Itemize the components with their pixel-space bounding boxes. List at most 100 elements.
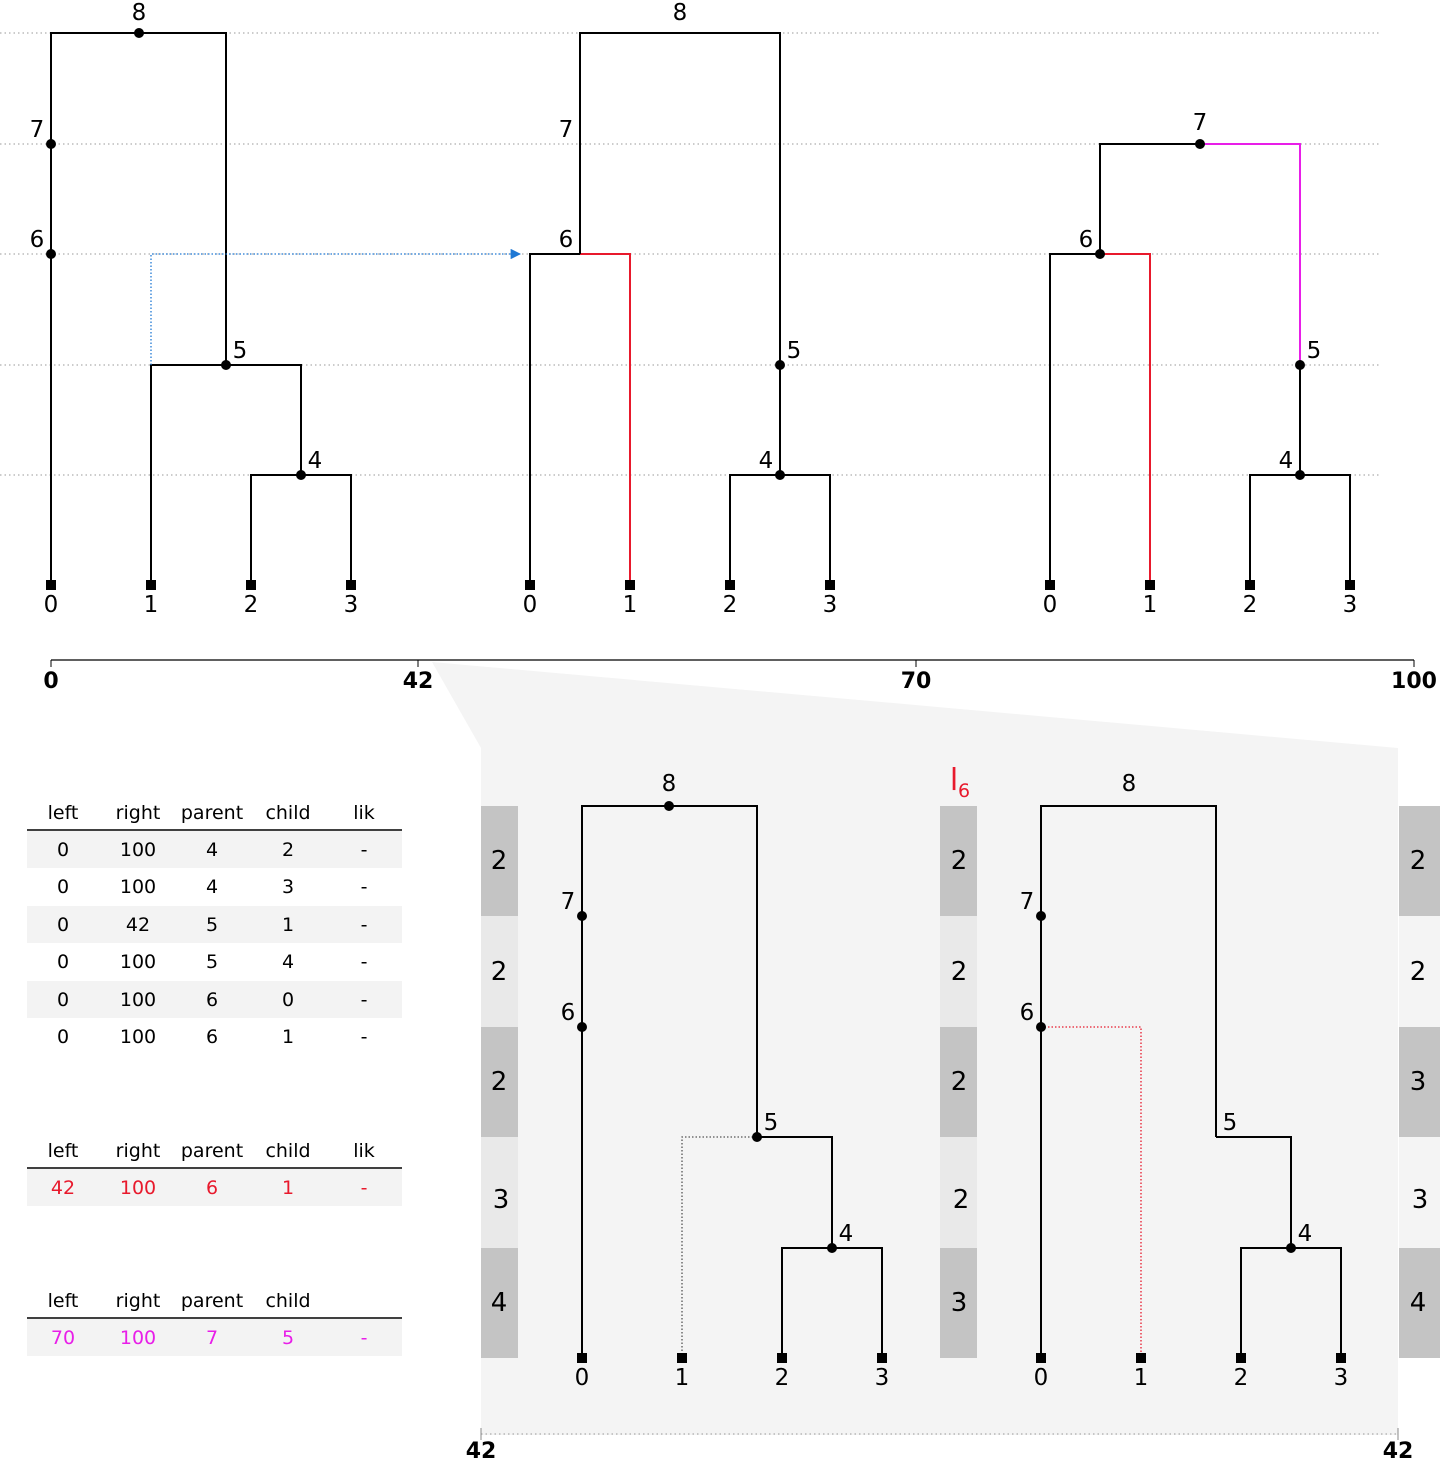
node-5-dot xyxy=(752,1132,762,1142)
lik-col3-band-1 xyxy=(1399,806,1440,916)
lik-column-2 xyxy=(940,806,977,1358)
lik-col1-value-1: 2 xyxy=(491,846,508,876)
node-7-dot xyxy=(577,911,587,921)
table2-cell: 1 xyxy=(282,1177,294,1199)
label-node-4: 4 xyxy=(839,1221,854,1247)
edge-table-1: left right parent child lik 0 100 4 2 - … xyxy=(27,802,402,1048)
label-leaf-3: 3 xyxy=(1343,592,1358,618)
zoom-projection xyxy=(432,662,1398,1435)
node-6-dot xyxy=(46,249,56,259)
table2-cell: 42 xyxy=(51,1177,75,1199)
tree-zoom-left-nodes xyxy=(577,801,887,1363)
table1-cell: - xyxy=(361,1026,368,1048)
table1-cell: 0 xyxy=(57,876,69,898)
table2-cell: - xyxy=(361,1177,368,1199)
table2-header-parent: parent xyxy=(181,1140,243,1162)
label-node-6: 6 xyxy=(561,1000,576,1026)
lik-col3-band-5 xyxy=(1399,1248,1440,1358)
label-leaf-3: 3 xyxy=(823,592,838,618)
label-node-5: 5 xyxy=(764,1110,779,1136)
leaf-3-square xyxy=(346,580,356,590)
table3-header-parent: parent xyxy=(181,1290,243,1312)
lik-column-1 xyxy=(481,806,518,1358)
leaf-3-square xyxy=(825,580,835,590)
label-leaf-0: 0 xyxy=(1034,1365,1049,1391)
table1-cell: 0 xyxy=(57,1026,69,1048)
lik-col1-value-5: 4 xyxy=(491,1288,508,1318)
table1-cell: 100 xyxy=(120,839,156,861)
table1-stripe-row-3 xyxy=(27,906,402,943)
label-node-6: 6 xyxy=(559,227,574,253)
tree-top-left-branch-8 xyxy=(50,32,227,586)
leaf-1-square xyxy=(677,1353,687,1363)
lik-col3-band-3 xyxy=(1399,1027,1440,1137)
leaf-0-square xyxy=(525,580,535,590)
lik-col2-band-5 xyxy=(940,1248,977,1358)
table1-cell: 100 xyxy=(120,989,156,1011)
leaf-1-square xyxy=(625,580,635,590)
table2-row-1: 42 100 6 1 - xyxy=(51,1177,368,1199)
zoom-axis-label-left: 42 xyxy=(466,1439,497,1461)
node-7-dot xyxy=(1036,911,1046,921)
label-leaf-1: 1 xyxy=(675,1365,690,1391)
lik-col3-value-5: 4 xyxy=(1410,1288,1427,1318)
tree-top-left-nodes xyxy=(46,28,356,590)
table1-cell: 2 xyxy=(282,839,294,861)
label-node-6: 6 xyxy=(30,227,45,253)
tree-top-right-branch-red xyxy=(1100,253,1151,586)
tree-top-right-branch-7 xyxy=(1099,143,1200,254)
tree-top-mid-branch-6 xyxy=(529,253,580,586)
label-leaf-0: 0 xyxy=(1043,592,1058,618)
table3-cell: 70 xyxy=(51,1327,75,1349)
label-leaf-1: 1 xyxy=(1134,1365,1149,1391)
zoom-axis-label-right: 42 xyxy=(1383,1439,1414,1461)
label-node-5: 5 xyxy=(233,338,248,364)
label-node-7: 7 xyxy=(1020,889,1035,915)
lik-col2-value-1: 2 xyxy=(951,846,968,876)
table1-cell: 100 xyxy=(120,1026,156,1048)
leaf-1-square xyxy=(1136,1353,1146,1363)
table1-header-right: right xyxy=(116,802,161,824)
lik-col2-value-3: 2 xyxy=(951,1067,968,1097)
likelihood-label-sub: 6 xyxy=(958,780,970,802)
table3-cell: 7 xyxy=(206,1327,218,1349)
label-leaf-3: 3 xyxy=(344,592,359,618)
leaf-0-square xyxy=(1036,1353,1046,1363)
edge-table-3: left right parent child 70 100 7 5 - xyxy=(27,1290,402,1356)
lik-col1-value-2: 2 xyxy=(491,957,508,987)
table1-stripe-row-5 xyxy=(27,981,402,1018)
lik-col1-value-4: 3 xyxy=(493,1185,510,1215)
time-guides xyxy=(0,32,1380,476)
genome-tick-label-0: 0 xyxy=(43,669,58,694)
node-7-dot xyxy=(1195,139,1205,149)
lik-col1-band-4 xyxy=(481,1137,518,1248)
lik-col1-band-2 xyxy=(481,916,518,1027)
table1-row-1: 0 100 4 2 - xyxy=(57,839,367,861)
node-6-dot xyxy=(1036,1022,1046,1032)
lik-col1-band-1 xyxy=(481,806,518,916)
node-4-dot xyxy=(1295,470,1305,480)
node-6-dot xyxy=(1095,249,1105,259)
tree-top-left-branch-4 xyxy=(250,474,352,586)
likelihood-label-main: l xyxy=(950,763,958,798)
table1-stripe-row-1 xyxy=(27,831,402,868)
table2-stripe-row-1 xyxy=(27,1169,402,1206)
lik-col2-value-4: 2 xyxy=(953,1185,970,1215)
lik-col3-value-2: 2 xyxy=(1410,957,1427,987)
genome-tick-label-100: 100 xyxy=(1391,669,1437,694)
node-5-dot xyxy=(775,360,785,370)
lik-col1-value-3: 2 xyxy=(491,1067,508,1097)
table1-cell: - xyxy=(361,989,368,1011)
tree-top-right-branch-4 xyxy=(1249,474,1351,586)
label-node-8: 8 xyxy=(1122,771,1137,797)
table1-cell: - xyxy=(361,914,368,936)
tree-top-mid-branch-red xyxy=(580,253,631,586)
table1-row-2: 0 100 4 3 - xyxy=(57,876,367,898)
genome-tick-label-70: 70 xyxy=(901,669,932,694)
node-6-dot xyxy=(577,1022,587,1032)
node-5-dot xyxy=(221,360,231,370)
tree-top-right-branch-magenta xyxy=(1200,143,1301,365)
table3-header-child: child xyxy=(265,1290,310,1312)
table3-row-1: 70 100 7 5 - xyxy=(51,1327,368,1349)
